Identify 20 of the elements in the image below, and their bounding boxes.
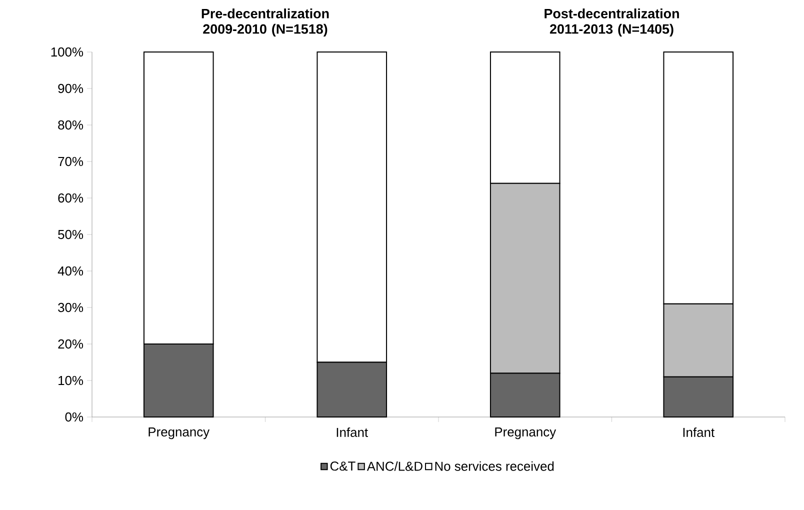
y-tick-label: 0% (65, 412, 84, 422)
text: Post-decentralization 2011-2013 (N=1405) (544, 8, 679, 36)
y-tick-label: 30% (58, 302, 84, 312)
x-tick-label: Infant (336, 427, 368, 437)
y-tick-label: 70% (58, 156, 84, 166)
y-tick-label: 50% (58, 230, 84, 240)
x-tick-label: Infant (683, 427, 714, 437)
legend-label: No services received (435, 461, 554, 471)
y-tick-label: 40% (58, 266, 84, 276)
legend-label: C&T (330, 462, 356, 471)
y-tick-label: 100% (51, 47, 84, 57)
y-tick-label: 90% (58, 84, 84, 94)
y-tick-label: 60% (58, 193, 84, 203)
legend-label: ANC/L&D (366, 461, 422, 471)
y-tick-label: 20% (58, 339, 84, 349)
y-tick-label: 80% (58, 120, 84, 130)
text: Pre-decentralization 2009-2010 (N=1518) (202, 8, 329, 36)
y-tick-label: 10% (58, 376, 84, 386)
x-tick-label: Pregnancy (495, 428, 556, 440)
x-tick-label: Pregnancy (148, 428, 210, 440)
